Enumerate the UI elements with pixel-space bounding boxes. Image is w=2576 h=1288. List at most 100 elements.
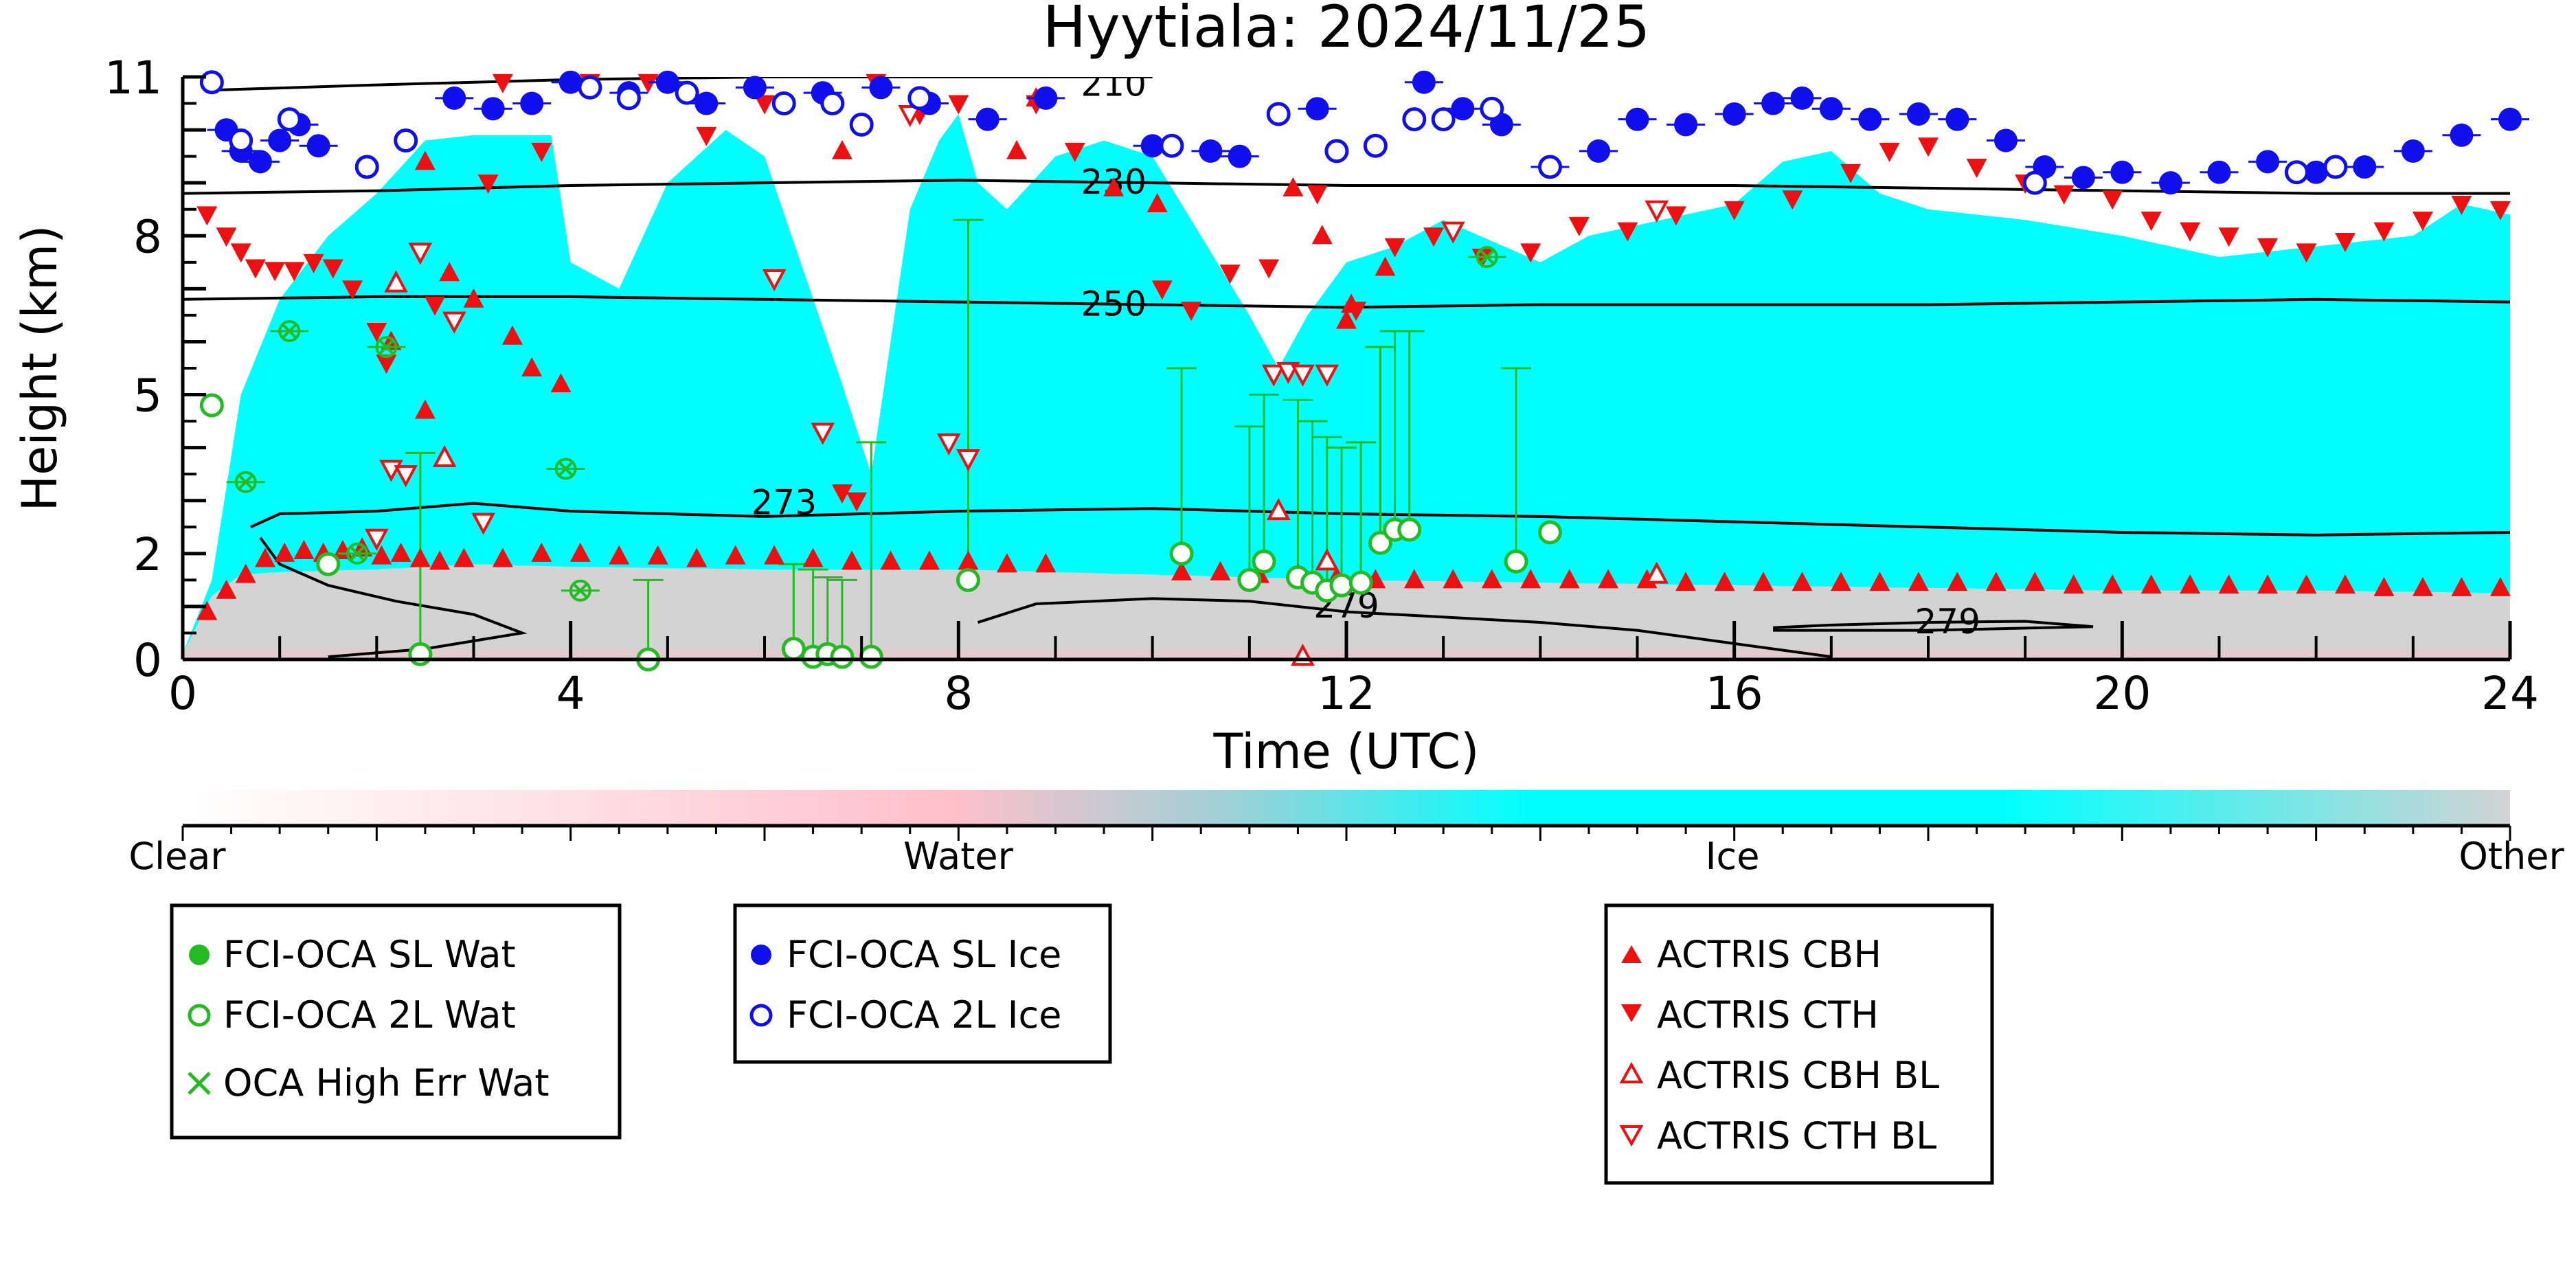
x-tick-label: 8 xyxy=(944,667,973,720)
marker-actris-cth xyxy=(1840,163,1862,183)
marker-actris-cth-bl xyxy=(442,311,466,334)
marker-oca-high-err-wat xyxy=(346,542,369,565)
y-tick-label: 2 xyxy=(133,528,162,581)
isotherm-label: 250 xyxy=(1081,284,1146,324)
marker-actris-cbh xyxy=(1753,572,1774,591)
marker-actris-cbh xyxy=(429,550,451,570)
marker-actris-cbh xyxy=(1171,561,1193,580)
marker-actris-cbh xyxy=(2063,574,2084,594)
marker-fci-oca-2l-ice xyxy=(1431,107,1456,132)
legend-label-2l-ice: FCI-OCA 2L Ice xyxy=(787,993,1061,1037)
marker-actris-cth xyxy=(696,126,717,146)
marker-fci-oca-sl-ice xyxy=(1906,102,1930,126)
marker-actris-cth xyxy=(1966,159,1987,179)
marker-actris-cth xyxy=(1879,142,1900,162)
marker-fci-oca-sl-ice xyxy=(558,70,583,94)
legend-label-2l-wat: FCI-OCA 2L Wat xyxy=(223,993,516,1037)
marker-fci-oca-sl-ice xyxy=(268,128,292,152)
legend-marker-higherr-wat xyxy=(188,1072,211,1095)
legend-marker-cth xyxy=(1621,1004,1642,1022)
marker-fci-oca-2l-ice xyxy=(1402,107,1427,132)
marker-actris-cbh xyxy=(880,550,901,570)
marker-actris-cth-bl xyxy=(471,512,495,535)
marker-actris-cth xyxy=(216,227,237,247)
marker-actris-cth-bl xyxy=(1645,200,1669,223)
marker-actris-cth xyxy=(1307,185,1328,205)
colorbar-label-clear: Clear xyxy=(128,835,226,878)
marker-actris-cth xyxy=(366,323,387,343)
legend-label-cth-bl: ACTRIS CTH BL xyxy=(1657,1114,1936,1157)
marker-actris-cbh xyxy=(371,545,392,565)
marker-actris-cbh xyxy=(1443,569,1464,589)
marker-actris-cbh-bl xyxy=(384,270,408,293)
marker-actris-cbh xyxy=(2140,574,2162,594)
marker-fci-oca-2l-wat xyxy=(316,552,341,576)
marker-actris-cbh xyxy=(1598,569,1619,589)
marker-fci-oca-2l-wat xyxy=(1237,567,1262,592)
marker-actris-cth xyxy=(2489,201,2511,221)
marker-actris-cbh xyxy=(1675,572,1697,591)
marker-oca-high-err-wat-cross xyxy=(572,582,589,600)
marker-actris-cbh xyxy=(1006,139,1028,159)
marker-fci-oca-sl-ice xyxy=(655,70,679,94)
marker-actris-cbh xyxy=(1336,309,1357,329)
marker-fci-oca-2l-wat xyxy=(781,637,806,662)
marker-actris-cth xyxy=(2218,227,2239,247)
marker-actris-cth xyxy=(1346,302,1367,321)
marker-actris-cth xyxy=(2180,222,2201,242)
marker-fci-oca-sl-ice xyxy=(1587,139,1611,163)
marker-fci-oca-2l-ice xyxy=(354,155,379,179)
legend-label-sl-ice: FCI-OCA SL Ice xyxy=(787,933,1061,976)
legend-actris-frame xyxy=(1604,903,1994,1185)
marker-actris-cbh xyxy=(802,547,824,567)
marker-oca-high-err-wat xyxy=(234,471,257,493)
marker-actris-cbh xyxy=(2335,574,2356,594)
marker-actris-cbh xyxy=(2296,574,2317,594)
marker-fci-oca-sl-ice xyxy=(1761,91,1785,115)
marker-actris-cbh xyxy=(2257,574,2279,594)
marker-fci-oca-sl-ice xyxy=(1034,86,1058,110)
marker-fci-oca-sl-ice xyxy=(442,86,466,110)
marker-fci-oca-sl-ice xyxy=(306,134,330,158)
isotherm-label: 210 xyxy=(1081,65,1146,104)
marker-fci-oca-sl-ice xyxy=(2304,160,2328,184)
marker-actris-cbh xyxy=(2412,576,2433,596)
marker-actris-cth-bl xyxy=(1315,364,1340,387)
marker-actris-cbh xyxy=(409,547,431,567)
marker-fci-oca-2l-ice xyxy=(849,112,874,137)
marker-fci-oca-2l-wat xyxy=(830,644,855,669)
marker-actris-cth-bl xyxy=(1261,364,1286,387)
marker-fci-oca-2l-ice xyxy=(578,75,602,100)
marker-actris-cth-bl xyxy=(1440,221,1465,244)
marker-fci-oca-sl-ice xyxy=(1722,102,1746,126)
x-tick-label: 12 xyxy=(1318,667,1375,720)
marker-actris-cth xyxy=(1423,227,1445,247)
marker-oca-high-err-wat-cross xyxy=(557,460,575,477)
marker-actris-cth xyxy=(284,262,305,282)
isotherm-line xyxy=(977,597,1832,659)
marker-fci-oca-sl-ice xyxy=(975,107,999,131)
marker-actris-cbh-bl xyxy=(1315,548,1340,571)
marker-actris-cbh xyxy=(1985,572,2007,591)
marker-fci-oca-2l-ice xyxy=(199,70,224,95)
isotherm-line xyxy=(1773,620,2094,632)
marker-fci-oca-2l-ice xyxy=(1480,96,1504,121)
marker-actris-cth xyxy=(1219,264,1241,284)
colorbar-label-ice: Ice xyxy=(1706,835,1760,878)
marker-actris-cth xyxy=(264,262,286,282)
x-axis-label: Time (UTC) xyxy=(1213,723,1480,780)
marker-actris-cbh xyxy=(1403,569,1425,589)
marker-actris-cbh xyxy=(1559,569,1580,589)
marker-fci-oca-sl-ice xyxy=(694,91,719,115)
legend-label-cth: ACTRIS CTH xyxy=(1657,993,1879,1037)
marker-actris-cth xyxy=(1151,280,1173,300)
marker-actris-cth xyxy=(2412,212,2433,231)
marker-actris-cbh-bl xyxy=(1266,497,1291,521)
marker-actris-cbh xyxy=(1146,193,1168,213)
marker-actris-cbh xyxy=(764,545,785,565)
marker-fci-oca-2l-wat xyxy=(1348,570,1373,595)
legend-marker-2l-ice xyxy=(749,1004,773,1027)
marker-fci-oca-2l-wat xyxy=(1397,517,1422,542)
marker-actris-cth xyxy=(1568,216,1590,236)
